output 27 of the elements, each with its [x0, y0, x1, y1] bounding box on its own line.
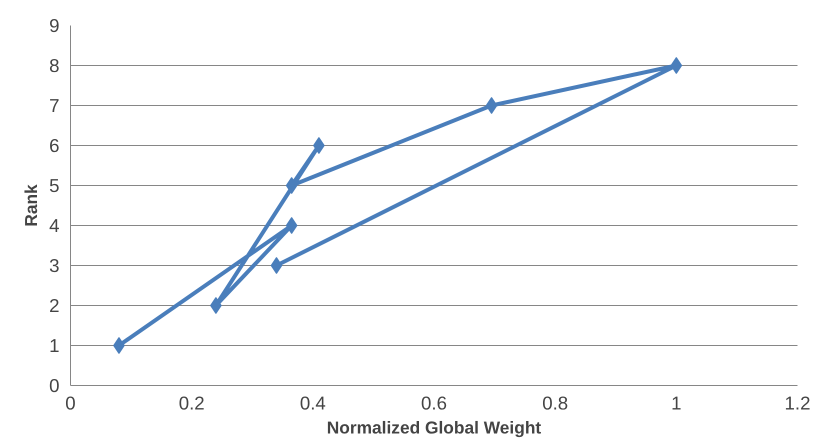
point [286, 177, 298, 194]
x-axis-title: Normalized Global Weight [326, 418, 542, 438]
point [313, 137, 325, 154]
x-tick-label: 0.4 [300, 392, 326, 414]
point [286, 217, 298, 234]
y-tick-label: 2 [49, 295, 60, 316]
point [113, 337, 125, 354]
x-tick-label: 1.2 [784, 392, 810, 414]
y-tick-label: 0 [49, 375, 60, 396]
y-tick-label: 8 [49, 55, 60, 76]
point [670, 57, 682, 74]
point [486, 97, 498, 114]
point [210, 297, 222, 314]
y-tick-label: 3 [49, 255, 60, 276]
y-tick-label: 7 [49, 95, 60, 116]
y-tick-label: 4 [49, 215, 60, 236]
y-tick-label: 6 [49, 135, 60, 156]
point [270, 257, 282, 274]
x-tick-label: 0.2 [178, 392, 205, 414]
x-tick-label: 0.8 [542, 392, 568, 414]
x-tick-label: 0 [65, 392, 76, 414]
x-tick-label: 1 [671, 392, 682, 414]
y-tick-label: 5 [49, 175, 60, 196]
y-tick-label: 1 [49, 335, 60, 356]
x-tick-label: 0.6 [421, 392, 447, 414]
y-axis-title: Rank [21, 184, 42, 227]
y-tick-label: 9 [49, 15, 60, 36]
